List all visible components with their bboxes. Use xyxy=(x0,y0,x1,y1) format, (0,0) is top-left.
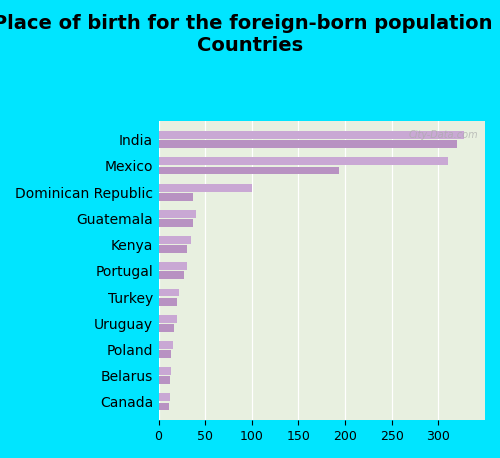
Text: City-Data.com: City-Data.com xyxy=(409,131,478,140)
Bar xyxy=(158,184,252,191)
Bar xyxy=(158,262,186,270)
Bar xyxy=(158,403,169,410)
Bar xyxy=(158,167,338,174)
Bar xyxy=(158,219,193,227)
Bar xyxy=(158,367,170,375)
Bar xyxy=(158,376,170,384)
Bar xyxy=(158,131,465,139)
Bar xyxy=(158,158,448,165)
Bar xyxy=(158,272,184,279)
Bar xyxy=(158,289,179,296)
Bar xyxy=(158,141,457,148)
Bar xyxy=(158,245,186,253)
Bar xyxy=(158,341,172,349)
Text: Place of birth for the foreign-born population -
Countries: Place of birth for the foreign-born popu… xyxy=(0,14,500,55)
Bar xyxy=(158,193,193,201)
Bar xyxy=(158,210,196,218)
Bar xyxy=(158,236,191,244)
Bar xyxy=(158,393,170,401)
Bar xyxy=(158,324,174,332)
Bar xyxy=(158,350,170,358)
Bar xyxy=(158,298,177,305)
Bar xyxy=(158,315,177,322)
